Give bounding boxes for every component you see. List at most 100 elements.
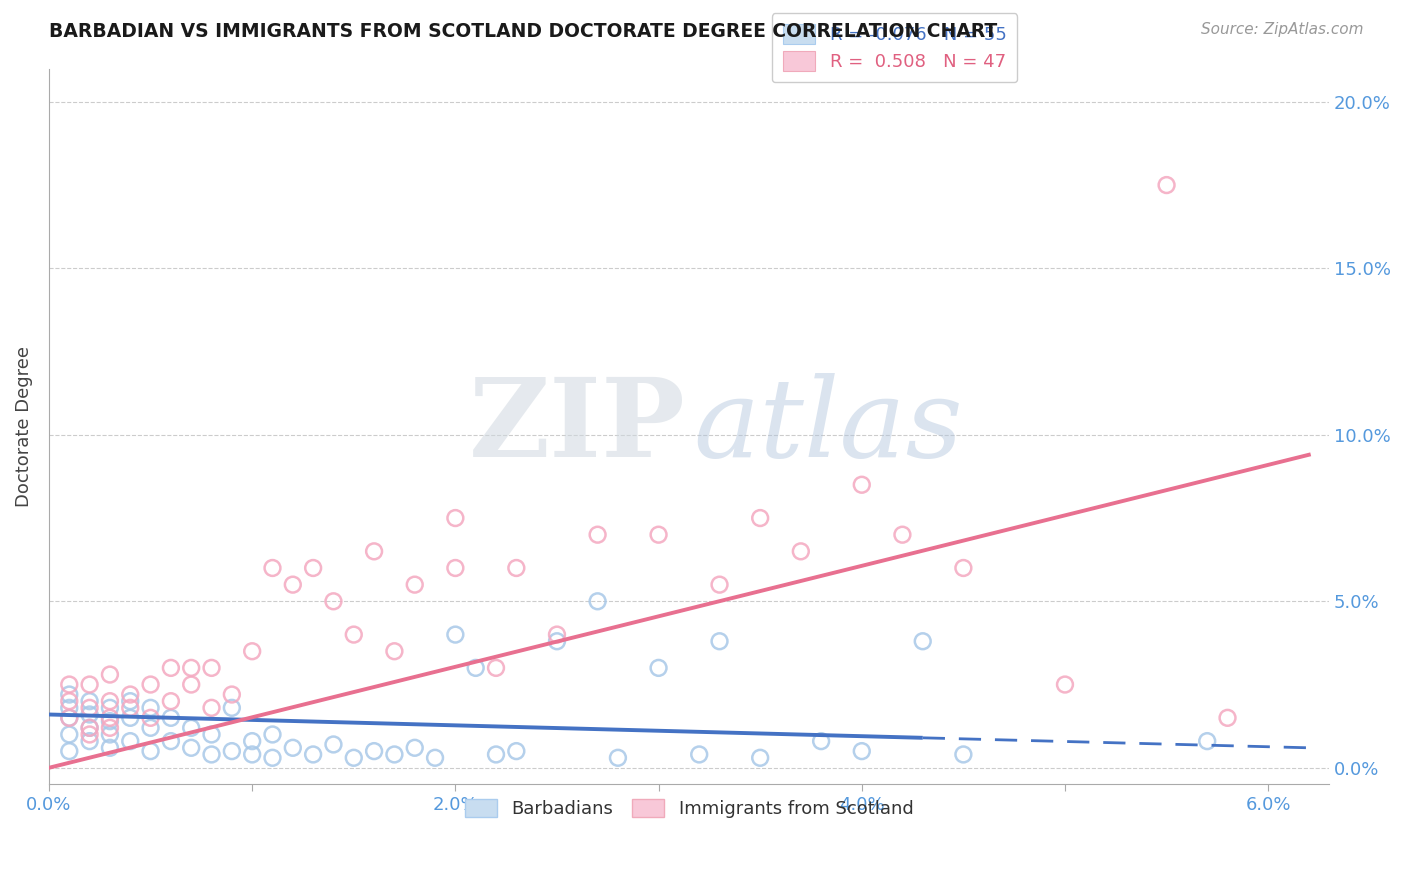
Point xyxy=(1216,711,1239,725)
Point xyxy=(98,711,121,725)
Point xyxy=(851,477,873,491)
Point xyxy=(180,661,202,675)
Point xyxy=(79,707,101,722)
Point xyxy=(384,644,406,658)
Point xyxy=(180,740,202,755)
Point xyxy=(423,751,446,765)
Point xyxy=(709,577,731,591)
Point xyxy=(98,667,121,681)
Legend: Barbadians, Immigrants from Scotland: Barbadians, Immigrants from Scotland xyxy=(457,792,921,825)
Point xyxy=(139,744,162,758)
Point xyxy=(1197,734,1219,748)
Point xyxy=(58,727,80,741)
Point xyxy=(444,561,467,575)
Point xyxy=(586,594,609,608)
Point xyxy=(79,694,101,708)
Point xyxy=(810,734,832,748)
Point xyxy=(160,694,183,708)
Point xyxy=(262,751,284,765)
Point xyxy=(98,714,121,728)
Point xyxy=(240,747,263,762)
Point xyxy=(262,727,284,741)
Point xyxy=(221,688,243,702)
Point xyxy=(120,694,142,708)
Point xyxy=(200,727,222,741)
Point xyxy=(322,594,344,608)
Point xyxy=(709,634,731,648)
Point xyxy=(302,561,325,575)
Point xyxy=(98,727,121,741)
Point xyxy=(180,721,202,735)
Point xyxy=(485,661,508,675)
Point xyxy=(240,644,263,658)
Point xyxy=(79,721,101,735)
Point xyxy=(343,751,366,765)
Point xyxy=(749,511,772,525)
Point xyxy=(98,701,121,715)
Text: Source: ZipAtlas.com: Source: ZipAtlas.com xyxy=(1201,22,1364,37)
Point xyxy=(688,747,710,762)
Point xyxy=(1053,677,1076,691)
Point xyxy=(647,527,669,541)
Point xyxy=(586,527,609,541)
Point xyxy=(79,734,101,748)
Point xyxy=(322,738,344,752)
Point xyxy=(58,688,80,702)
Point xyxy=(606,751,628,765)
Point xyxy=(546,627,568,641)
Point xyxy=(200,747,222,762)
Point xyxy=(505,744,527,758)
Point xyxy=(952,561,974,575)
Point xyxy=(139,711,162,725)
Point xyxy=(120,711,142,725)
Point xyxy=(444,627,467,641)
Point xyxy=(98,694,121,708)
Point xyxy=(891,527,914,541)
Point xyxy=(240,734,263,748)
Point xyxy=(58,694,80,708)
Point xyxy=(221,744,243,758)
Point xyxy=(363,744,385,758)
Point xyxy=(139,677,162,691)
Point xyxy=(120,688,142,702)
Point xyxy=(1156,178,1178,192)
Point xyxy=(139,701,162,715)
Point xyxy=(464,661,486,675)
Point xyxy=(98,740,121,755)
Point xyxy=(505,561,527,575)
Point xyxy=(749,751,772,765)
Point xyxy=(139,721,162,735)
Point xyxy=(404,577,426,591)
Point xyxy=(58,711,80,725)
Point xyxy=(444,511,467,525)
Point xyxy=(58,711,80,725)
Point xyxy=(343,627,366,641)
Point xyxy=(281,740,304,755)
Point xyxy=(79,721,101,735)
Point xyxy=(79,677,101,691)
Point xyxy=(58,677,80,691)
Point xyxy=(485,747,508,762)
Point xyxy=(546,634,568,648)
Point xyxy=(911,634,934,648)
Text: atlas: atlas xyxy=(693,373,963,480)
Point xyxy=(790,544,813,558)
Point xyxy=(404,740,426,755)
Point xyxy=(363,544,385,558)
Point xyxy=(98,721,121,735)
Point xyxy=(952,747,974,762)
Point xyxy=(180,677,202,691)
Point xyxy=(281,577,304,591)
Point xyxy=(851,744,873,758)
Text: BARBADIAN VS IMMIGRANTS FROM SCOTLAND DOCTORATE DEGREE CORRELATION CHART: BARBADIAN VS IMMIGRANTS FROM SCOTLAND DO… xyxy=(49,22,997,41)
Y-axis label: Doctorate Degree: Doctorate Degree xyxy=(15,346,32,507)
Point xyxy=(200,701,222,715)
Point xyxy=(200,661,222,675)
Point xyxy=(58,744,80,758)
Point xyxy=(120,734,142,748)
Point xyxy=(120,701,142,715)
Point xyxy=(262,561,284,575)
Text: ZIP: ZIP xyxy=(468,373,685,480)
Point xyxy=(160,711,183,725)
Point xyxy=(160,661,183,675)
